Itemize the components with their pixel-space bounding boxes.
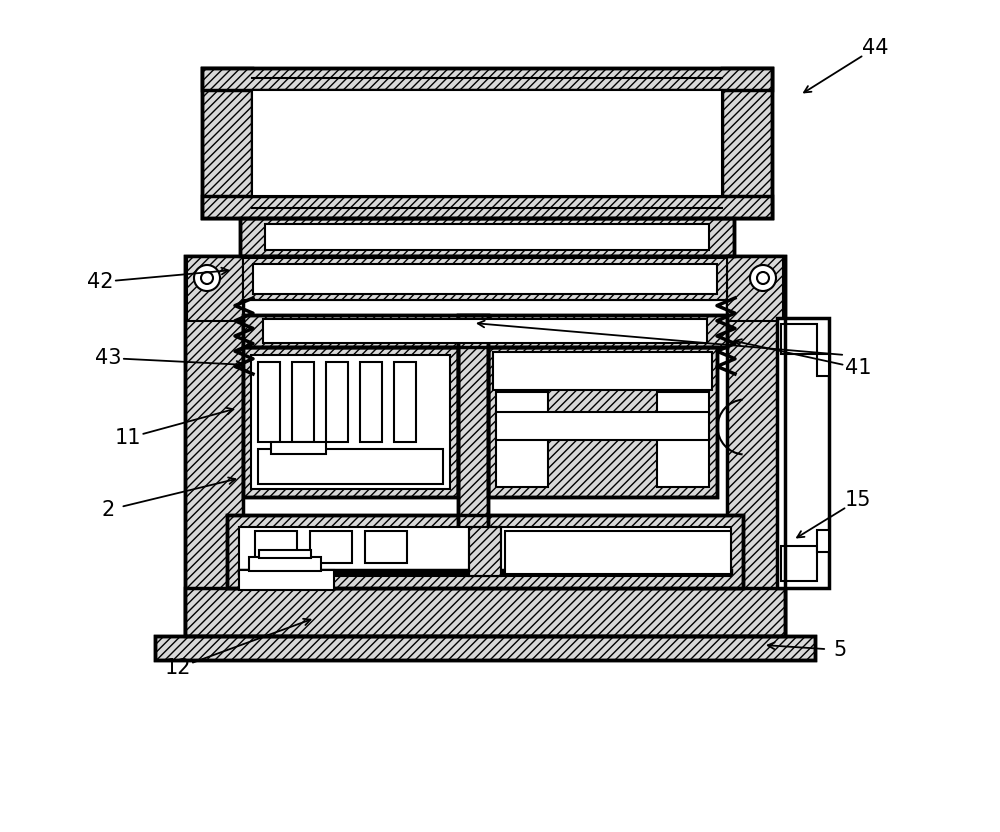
Bar (243, 347, 458, 497)
Text: 12: 12 (165, 658, 191, 678)
Bar (240, 218, 734, 256)
Bar (496, 392, 548, 487)
Bar (253, 264, 717, 294)
Bar (505, 531, 731, 574)
Bar (243, 258, 727, 300)
Bar (202, 68, 772, 90)
Bar (243, 315, 727, 347)
Bar (185, 588, 785, 636)
Bar (249, 557, 321, 571)
Text: 43: 43 (95, 348, 121, 368)
Bar (360, 362, 382, 442)
Bar (259, 550, 311, 558)
Bar (185, 256, 785, 636)
Bar (365, 531, 407, 563)
Bar (240, 218, 734, 256)
Bar (155, 636, 815, 660)
Bar (243, 256, 727, 588)
Bar (781, 324, 817, 354)
Text: 44: 44 (862, 38, 888, 58)
Bar (817, 530, 829, 552)
Bar (258, 449, 443, 484)
Bar (227, 515, 743, 588)
Bar (239, 570, 334, 590)
Bar (227, 515, 743, 588)
Bar (657, 392, 709, 487)
Bar (310, 531, 352, 563)
Bar (777, 318, 829, 588)
Text: 42: 42 (87, 272, 113, 292)
Bar (243, 315, 727, 347)
Bar (187, 256, 243, 321)
Circle shape (201, 272, 213, 284)
Circle shape (757, 272, 769, 284)
Bar (469, 527, 501, 576)
Text: 5: 5 (833, 640, 847, 660)
Bar (155, 636, 815, 660)
Bar (251, 355, 450, 489)
Bar (255, 531, 297, 563)
Bar (817, 354, 829, 376)
Bar (265, 224, 709, 250)
Text: 15: 15 (845, 490, 871, 510)
Bar (258, 362, 280, 442)
Bar (781, 546, 817, 581)
Bar (493, 352, 712, 390)
Circle shape (750, 265, 776, 291)
Bar (326, 362, 348, 442)
Bar (239, 570, 731, 573)
Bar (243, 347, 458, 497)
Bar (202, 196, 772, 218)
Bar (202, 68, 252, 218)
Text: 11: 11 (115, 428, 141, 448)
Bar (488, 347, 717, 497)
Bar (292, 362, 314, 442)
Bar (252, 90, 722, 196)
Bar (239, 527, 731, 576)
Bar (722, 68, 772, 218)
Bar (185, 256, 243, 636)
Bar (458, 315, 488, 557)
Circle shape (194, 265, 220, 291)
Bar (496, 412, 709, 440)
Bar (458, 315, 488, 557)
Bar (394, 362, 416, 442)
Text: 2: 2 (101, 500, 115, 520)
Text: 41: 41 (845, 358, 871, 378)
Bar (271, 442, 326, 454)
Bar (202, 68, 772, 218)
Bar (263, 319, 707, 343)
Bar (469, 527, 501, 576)
Bar (727, 256, 785, 636)
Bar (727, 256, 783, 321)
Bar (488, 347, 717, 497)
